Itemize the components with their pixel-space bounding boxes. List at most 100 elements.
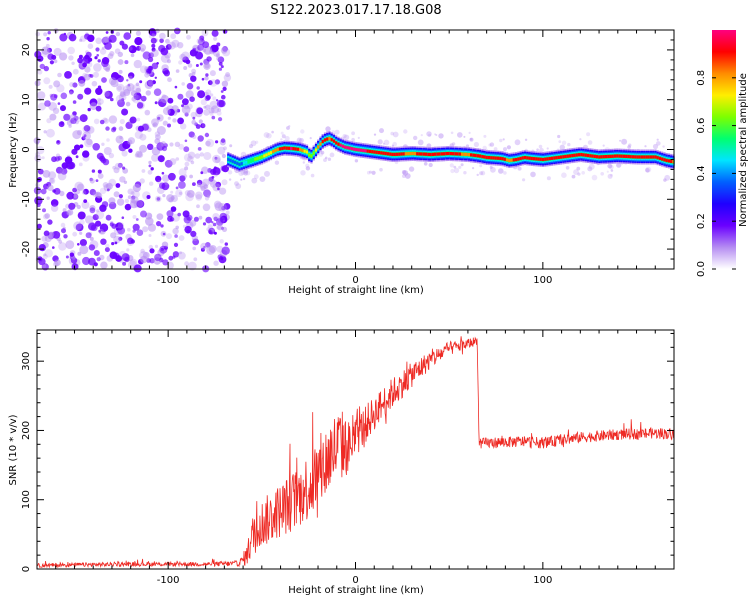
noise-blob [89,177,93,182]
ridge-halo [382,142,385,145]
noise-blob [67,46,75,55]
noise-blob [213,231,217,235]
ridge-core [573,153,576,157]
ridge-halo [600,172,604,176]
ridge-halo [371,170,376,175]
noise-blob [101,77,107,83]
noise-blob [192,182,196,187]
noise-blob [60,222,66,228]
noise-blob [155,195,162,203]
ridge-core [395,152,398,156]
ridge-halo [320,150,325,155]
noise-blob [140,95,147,102]
noise-blob [117,75,124,83]
noise-blob [52,231,61,239]
ridge-halo [498,168,504,174]
noise-blob [126,248,130,252]
ridge-core [314,148,318,152]
ridge-core [445,152,448,156]
noise-blob [114,241,118,245]
noise-blob [126,83,135,92]
noise-blob [46,128,55,138]
ridge-halo [469,138,473,141]
noise-blob [184,190,191,196]
ridge-halo [417,139,424,146]
noise-blob [34,80,41,87]
noise-blob [189,220,197,227]
ridge-halo [351,131,355,136]
ridge-halo [662,145,665,148]
noise-blob [128,148,133,153]
noise-blob [71,148,78,155]
noise-blob [105,31,109,34]
noise-blob [122,166,126,170]
noise-blob [118,236,123,241]
ridge-core [438,152,441,156]
noise-blob [147,80,154,86]
noise-blob [162,107,171,115]
ridge-halo [581,171,585,175]
noise-blob [179,53,186,61]
noise-blob [217,108,222,112]
noise-blob [95,37,102,45]
noise-blob [48,84,53,89]
ridge-halo [483,134,487,138]
noise-blob [130,90,137,97]
ridge-core [492,156,495,160]
noise-blob [211,175,215,179]
noise-blob [124,198,130,204]
ridge-halo [392,131,399,138]
noise-blob [110,232,117,239]
ridge-core [467,153,470,157]
ridge-core [512,158,515,162]
ridge-halo [476,173,479,177]
noise-blob [216,110,222,116]
ridge-core [418,152,421,156]
ridge-halo [517,166,522,171]
noise-blob [212,96,217,101]
noise-blob [77,183,85,191]
noise-blob [131,195,136,200]
noise-blob [199,62,203,66]
ridge-core [276,147,279,151]
noise-blob [150,37,157,44]
noise-blob [160,95,169,104]
ridge-halo [402,174,406,179]
noise-blob [217,56,225,63]
noise-blob [160,224,164,228]
noise-blob [203,152,212,160]
noise-blob [95,210,105,220]
ridge-halo [438,133,444,139]
ridge-core [548,157,551,161]
noise-blob [214,157,221,164]
ridge-core [357,148,360,152]
noise-blob [35,31,41,37]
noise-blob [117,59,124,65]
noise-blob [96,192,103,199]
ridge-core [254,157,257,161]
snr-series-line [36,336,675,569]
ridge-halo [253,174,259,180]
ridge-halo [619,139,622,142]
noise-blob [200,38,204,42]
noise-blob [135,30,141,36]
noise-blob [156,197,161,201]
noise-blob [204,196,210,201]
noise-blob [109,51,115,57]
ridge-core [436,152,439,156]
noise-blob [201,123,206,128]
noise-blob [127,227,131,232]
noise-blob [177,42,184,49]
ridge-halo [255,140,259,144]
noise-blob [48,171,57,180]
noise-blob [84,87,92,95]
ridge-core [229,158,232,163]
noise-blob [204,76,209,81]
ridge-core [510,158,513,162]
ridge-core [503,157,506,161]
ridge-core [533,157,536,161]
noise-blob [58,242,67,251]
noise-blob [89,178,95,184]
